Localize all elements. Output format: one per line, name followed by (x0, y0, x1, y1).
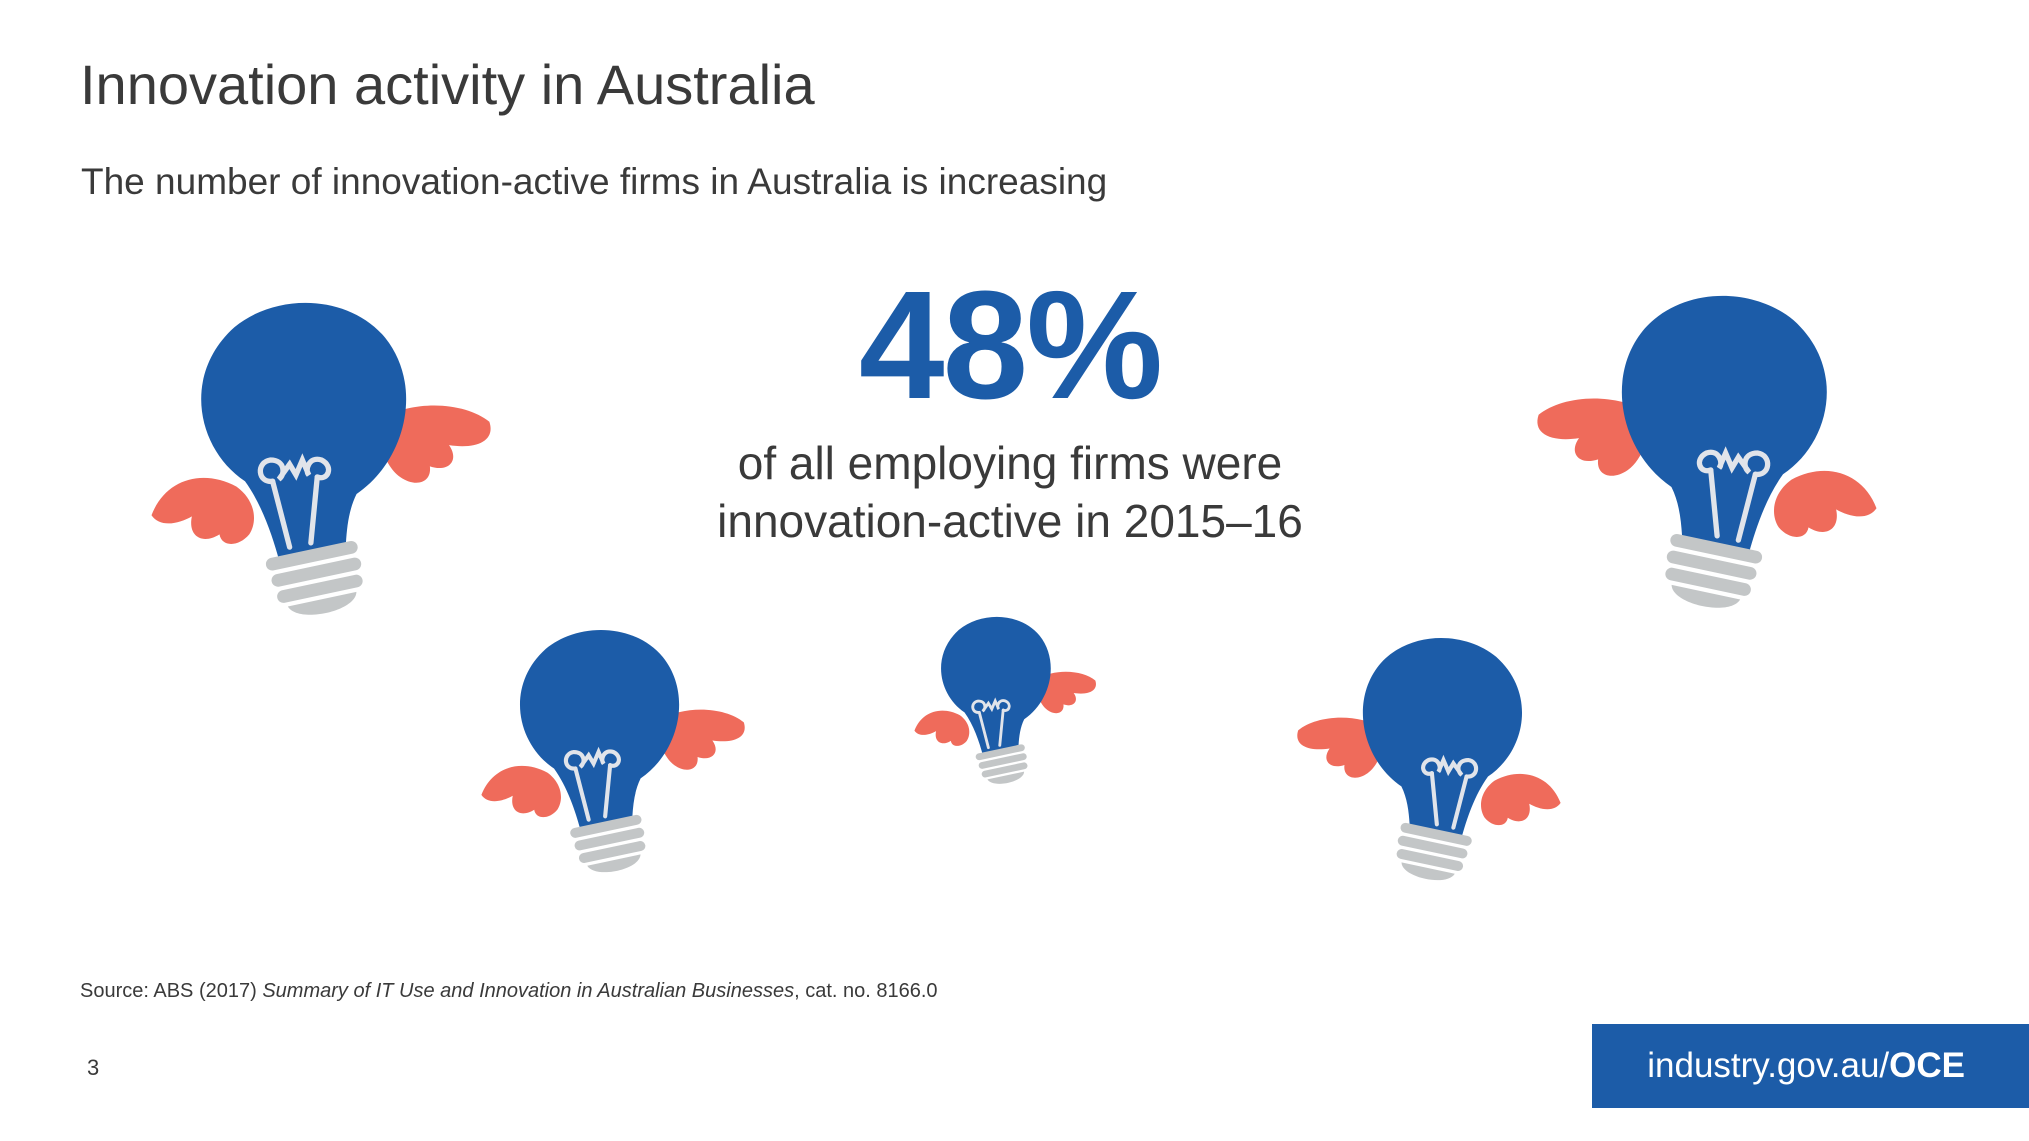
flying-lightbulb-icon (1262, 628, 1582, 892)
flying-lightbulb-icon (460, 620, 780, 884)
flying-lightbulb-icon (913, 615, 1098, 790)
slide-title: Innovation activity in Australia (80, 53, 815, 116)
stat-caption: of all employing firms were innovation-a… (610, 434, 1410, 550)
stat-caption-line-2: innovation-active in 2015–16 (717, 495, 1303, 547)
flying-lightbulb-icon (1488, 283, 1908, 623)
slide-subtitle: The number of innovation-active firms in… (81, 161, 1108, 202)
page-number: 3 (87, 1055, 100, 1080)
flying-lightbulb-icon (120, 290, 540, 630)
website-prefix: industry.gov.au/ (1647, 1046, 1890, 1085)
stat-caption-line-1: of all employing firms were (737, 437, 1283, 489)
website-suffix: OCE (1889, 1046, 1965, 1085)
source-publication: Summary of IT Use and Innovation in Aust… (262, 980, 795, 1002)
website-link[interactable]: industry.gov.au/OCE (1592, 1024, 2029, 1108)
source-prefix: Source: ABS (2017) (80, 980, 263, 1002)
stat-value: 48% (858, 259, 1163, 431)
source-citation: Source: ABS (2017) Summary of IT Use and… (80, 980, 938, 1003)
source-suffix: , cat. no. 8166.0 (794, 980, 938, 1002)
headline-statistic: 48% of all employing firms were innovati… (610, 268, 1410, 550)
